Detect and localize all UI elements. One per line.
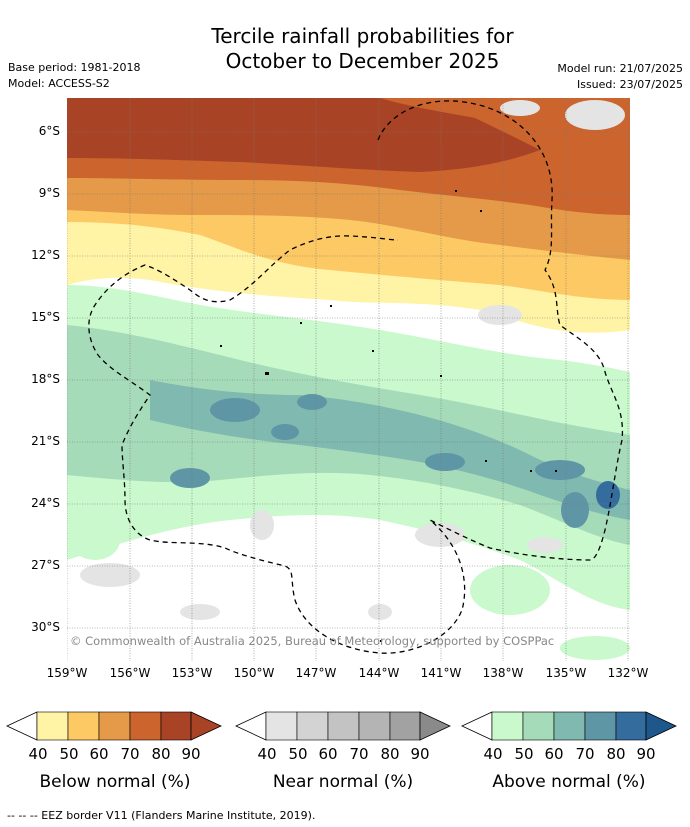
islands [220,190,557,642]
lon-label-153w: 153°W [171,666,213,680]
below-normal-colorbar [6,711,222,741]
lat-label-30s: 30°S [31,620,60,634]
below-tick-60: 60 [89,745,109,763]
above-normal-caption: Above normal (%) [492,772,646,792]
above-tick-70: 70 [575,745,595,763]
near-tick-40: 40 [257,745,277,763]
lon-label-144w: 144°W [358,666,400,680]
lat-label-18s: 18°S [31,372,60,386]
below-normal-caption: Below normal (%) [39,772,191,792]
eez-border-note: -- -- -- EEZ border V11 (Flanders Marine… [7,809,316,822]
lat-label-21s: 21°S [31,434,60,448]
eez-border [88,100,624,654]
map-title: Tercile rainfall probabilities for Octob… [0,24,690,74]
above-tick-60: 60 [544,745,564,763]
lat-label-6s: 6°S [38,124,60,138]
title-line-1: Tercile rainfall probabilities for [211,24,514,48]
lon-label-159w: 159°W [46,666,88,680]
near-tick-60: 60 [318,745,338,763]
lon-label-135w: 135°W [545,666,587,680]
lon-label-141w: 141°W [420,666,462,680]
near-tick-80: 80 [380,745,400,763]
near-normal-caption: Near normal (%) [272,772,414,792]
near-tick-50: 50 [288,745,308,763]
above-tick-50: 50 [514,745,534,763]
near-tick-90: 90 [410,745,430,763]
lon-label-156w: 156°W [109,666,151,680]
probability-field [67,98,630,661]
model-name: Model: ACCESS-S2 [8,77,110,90]
title-line-2: October to December 2025 [225,49,500,73]
below-tick-70: 70 [120,745,140,763]
lon-label-150w: 150°W [233,666,275,680]
lon-label-132w: 132°W [607,666,649,680]
base-period: Base period: 1981-2018 [8,61,141,74]
lat-label-27s: 27°S [31,558,60,572]
above-normal-colorbar [461,711,677,741]
below-tick-90: 90 [181,745,201,763]
lat-label-12s: 12°S [31,248,60,262]
near-normal-colorbar [235,711,451,741]
model-info: Base period: 1981-2018 Model: ACCESS-S2 [8,60,140,92]
above-tick-80: 80 [606,745,626,763]
below-tick-80: 80 [151,745,171,763]
near-tick-70: 70 [349,745,369,763]
model-run-date: Model run: 21/07/2025 [557,62,683,75]
run-info: Model run: 21/07/2025 Issued: 23/07/2025 [557,61,683,93]
copyright-notice: © Commonwealth of Australia 2025, Bureau… [70,634,555,648]
above-tick-90: 90 [636,745,656,763]
below-tick-50: 50 [59,745,79,763]
issued-date: Issued: 23/07/2025 [576,78,683,91]
above-tick-40: 40 [483,745,503,763]
below-tick-40: 40 [28,745,48,763]
lon-label-147w: 147°W [295,666,337,680]
lat-label-15s: 15°S [31,310,60,324]
lon-label-138w: 138°W [482,666,524,680]
lat-label-9s: 9°S [38,186,60,200]
lat-label-24s: 24°S [31,496,60,510]
